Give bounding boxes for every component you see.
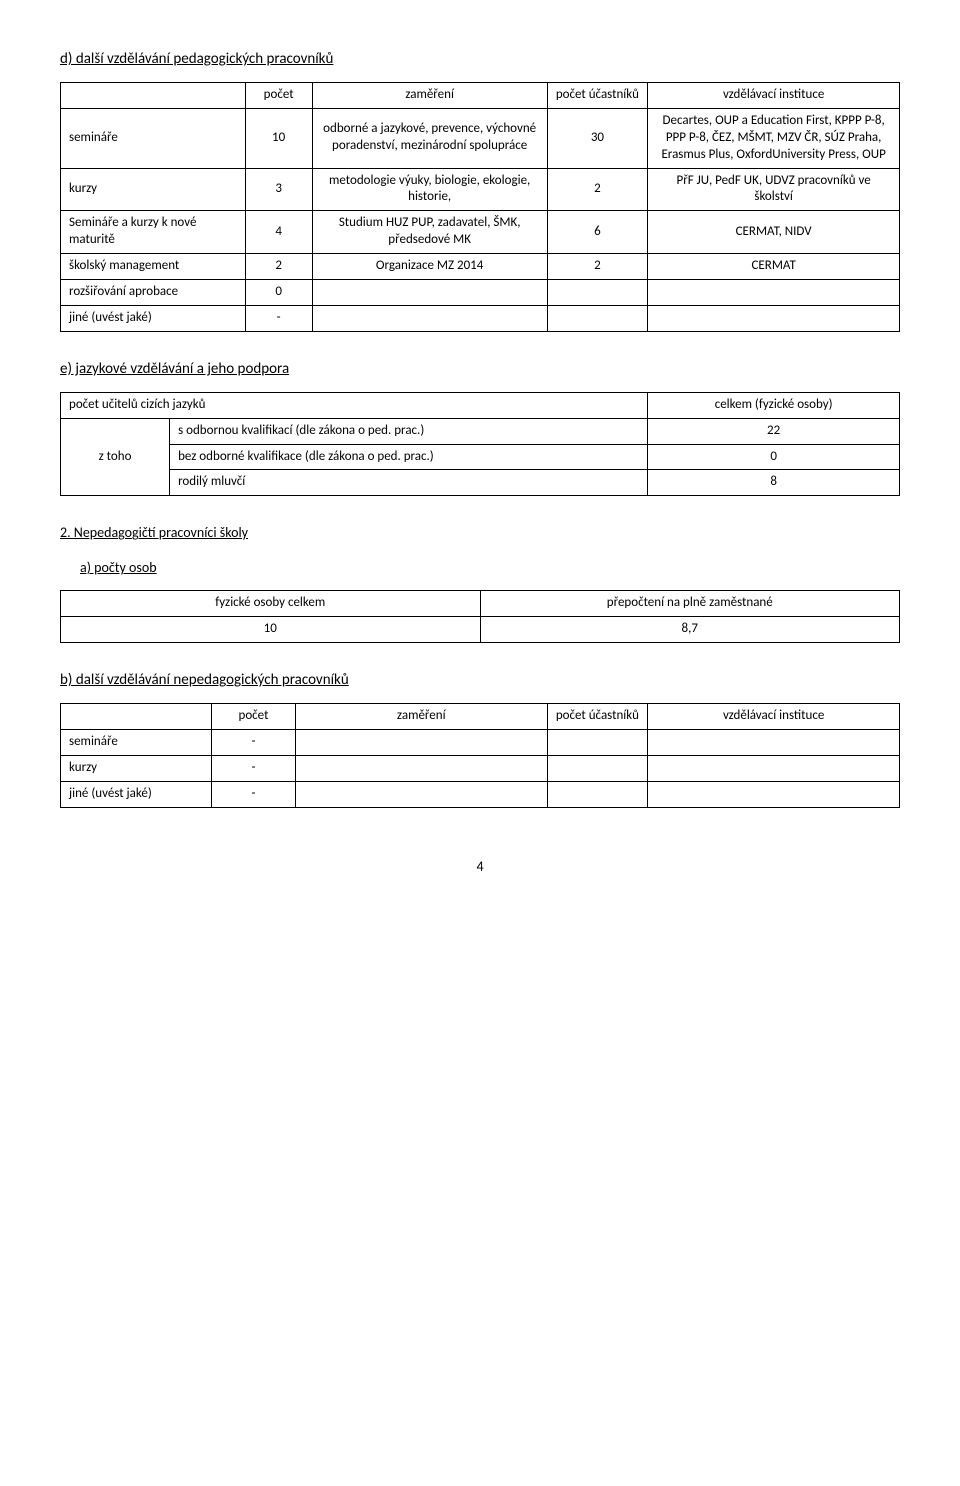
cell: 8,7 bbox=[480, 617, 900, 643]
header-cell bbox=[61, 704, 212, 730]
cell: 6 bbox=[547, 211, 648, 254]
header-cell: vzdělávací instituce bbox=[648, 83, 900, 109]
cell: 2 bbox=[547, 168, 648, 211]
cell: kurzy bbox=[61, 168, 246, 211]
cell: jiné (uvést jaké) bbox=[61, 781, 212, 807]
table-row: 10 8,7 bbox=[61, 617, 900, 643]
cell: - bbox=[212, 755, 296, 781]
table-row: bez odborné kvalifikace (dle zákona o pe… bbox=[61, 444, 900, 470]
header-cell: celkem (fyzické osoby) bbox=[648, 392, 900, 418]
cell: metodologie výuky, biologie, ekologie, h… bbox=[312, 168, 547, 211]
table-row: školský management 2 Organizace MZ 2014 … bbox=[61, 254, 900, 280]
table-row: kurzy - bbox=[61, 755, 900, 781]
cell: CERMAT bbox=[648, 254, 900, 280]
cell: Studium HUZ PUP, zadavatel, ŠMK, předsed… bbox=[312, 211, 547, 254]
cell: CERMAT, NIDV bbox=[648, 211, 900, 254]
cell: odborné a jazykové, prevence, výchovné p… bbox=[312, 108, 547, 168]
cell bbox=[648, 280, 900, 306]
cell: bez odborné kvalifikace (dle zákona o pe… bbox=[170, 444, 648, 470]
cell: Semináře a kurzy k nové maturitě bbox=[61, 211, 246, 254]
cell: 2 bbox=[547, 254, 648, 280]
table-row: kurzy 3 metodologie výuky, biologie, eko… bbox=[61, 168, 900, 211]
cell: 0 bbox=[648, 444, 900, 470]
cell bbox=[648, 781, 900, 807]
header-cell: vzdělávací instituce bbox=[648, 704, 900, 730]
cell bbox=[312, 305, 547, 331]
cell: 22 bbox=[648, 418, 900, 444]
page-number: 4 bbox=[60, 858, 900, 875]
header-cell: počet bbox=[245, 83, 312, 109]
table-e: počet učitelů cizích jazyků celkem (fyzi… bbox=[60, 392, 900, 497]
cell bbox=[547, 781, 648, 807]
cell bbox=[295, 781, 547, 807]
cell: - bbox=[212, 730, 296, 756]
cell bbox=[547, 280, 648, 306]
table-row: rozšiřování aprobace 0 bbox=[61, 280, 900, 306]
table-row: počet zaměření počet účastníků vzdělávac… bbox=[61, 704, 900, 730]
cell bbox=[547, 305, 648, 331]
section-e-title: e) jazykové vzdělávání a jeho podpora bbox=[60, 360, 900, 378]
cell: školský management bbox=[61, 254, 246, 280]
table-2a: fyzické osoby celkem přepočtení na plně … bbox=[60, 590, 900, 643]
header-cell: fyzické osoby celkem bbox=[61, 591, 481, 617]
header-cell: zaměření bbox=[312, 83, 547, 109]
cell: 10 bbox=[245, 108, 312, 168]
cell bbox=[547, 730, 648, 756]
cell bbox=[648, 730, 900, 756]
table-d: počet zaměření počet účastníků vzdělávac… bbox=[60, 82, 900, 332]
cell: 10 bbox=[61, 617, 481, 643]
cell: 30 bbox=[547, 108, 648, 168]
cell: rodilý mluvčí bbox=[170, 470, 648, 496]
table-row: rodilý mluvčí 8 bbox=[61, 470, 900, 496]
header-cell: počet účastníků bbox=[547, 83, 648, 109]
table-2b: počet zaměření počet účastníků vzdělávac… bbox=[60, 703, 900, 808]
table-row: z toho s odbornou kvalifikací (dle zákon… bbox=[61, 418, 900, 444]
cell: 2 bbox=[245, 254, 312, 280]
cell bbox=[295, 730, 547, 756]
cell bbox=[547, 755, 648, 781]
cell: kurzy bbox=[61, 755, 212, 781]
cell: jiné (uvést jaké) bbox=[61, 305, 246, 331]
cell bbox=[295, 755, 547, 781]
cell bbox=[648, 755, 900, 781]
cell: - bbox=[212, 781, 296, 807]
header-cell: zaměření bbox=[295, 704, 547, 730]
cell: 3 bbox=[245, 168, 312, 211]
cell: PřF JU, PedF UK, UDVZ pracovníků ve škol… bbox=[648, 168, 900, 211]
header-cell: počet bbox=[212, 704, 296, 730]
header-cell: počet účastníků bbox=[547, 704, 648, 730]
cell: Decartes, OUP a Education First, KPPP P-… bbox=[648, 108, 900, 168]
cell bbox=[648, 305, 900, 331]
header-cell: přepočtení na plně zaměstnané bbox=[480, 591, 900, 617]
cell bbox=[312, 280, 547, 306]
header-cell: počet učitelů cizích jazyků bbox=[61, 392, 648, 418]
cell: 0 bbox=[245, 280, 312, 306]
cell: rozšiřování aprobace bbox=[61, 280, 246, 306]
section-2-title[interactable]: 2. Nepedagogičtí pracovníci školy bbox=[60, 524, 248, 541]
section-2a-title[interactable]: a) počty osob bbox=[80, 559, 157, 576]
cell: s odbornou kvalifikací (dle zákona o ped… bbox=[170, 418, 648, 444]
cell: 8 bbox=[648, 470, 900, 496]
table-row: semináře 10 odborné a jazykové, prevence… bbox=[61, 108, 900, 168]
table-row: Semináře a kurzy k nové maturitě 4 Studi… bbox=[61, 211, 900, 254]
section-2b-title: b) další vzdělávání nepedagogických prac… bbox=[60, 671, 900, 689]
table-row: jiné (uvést jaké) - bbox=[61, 781, 900, 807]
table-row: počet zaměření počet účastníků vzdělávac… bbox=[61, 83, 900, 109]
table-row: fyzické osoby celkem přepočtení na plně … bbox=[61, 591, 900, 617]
cell: Organizace MZ 2014 bbox=[312, 254, 547, 280]
table-row: počet učitelů cizích jazyků celkem (fyzi… bbox=[61, 392, 900, 418]
cell-ztoho: z toho bbox=[61, 418, 170, 496]
section-d-title: d) další vzdělávání pedagogických pracov… bbox=[60, 50, 900, 68]
table-row: jiné (uvést jaké) - bbox=[61, 305, 900, 331]
cell: semináře bbox=[61, 108, 246, 168]
cell: - bbox=[245, 305, 312, 331]
cell: semináře bbox=[61, 730, 212, 756]
header-cell bbox=[61, 83, 246, 109]
cell: 4 bbox=[245, 211, 312, 254]
table-row: semináře - bbox=[61, 730, 900, 756]
